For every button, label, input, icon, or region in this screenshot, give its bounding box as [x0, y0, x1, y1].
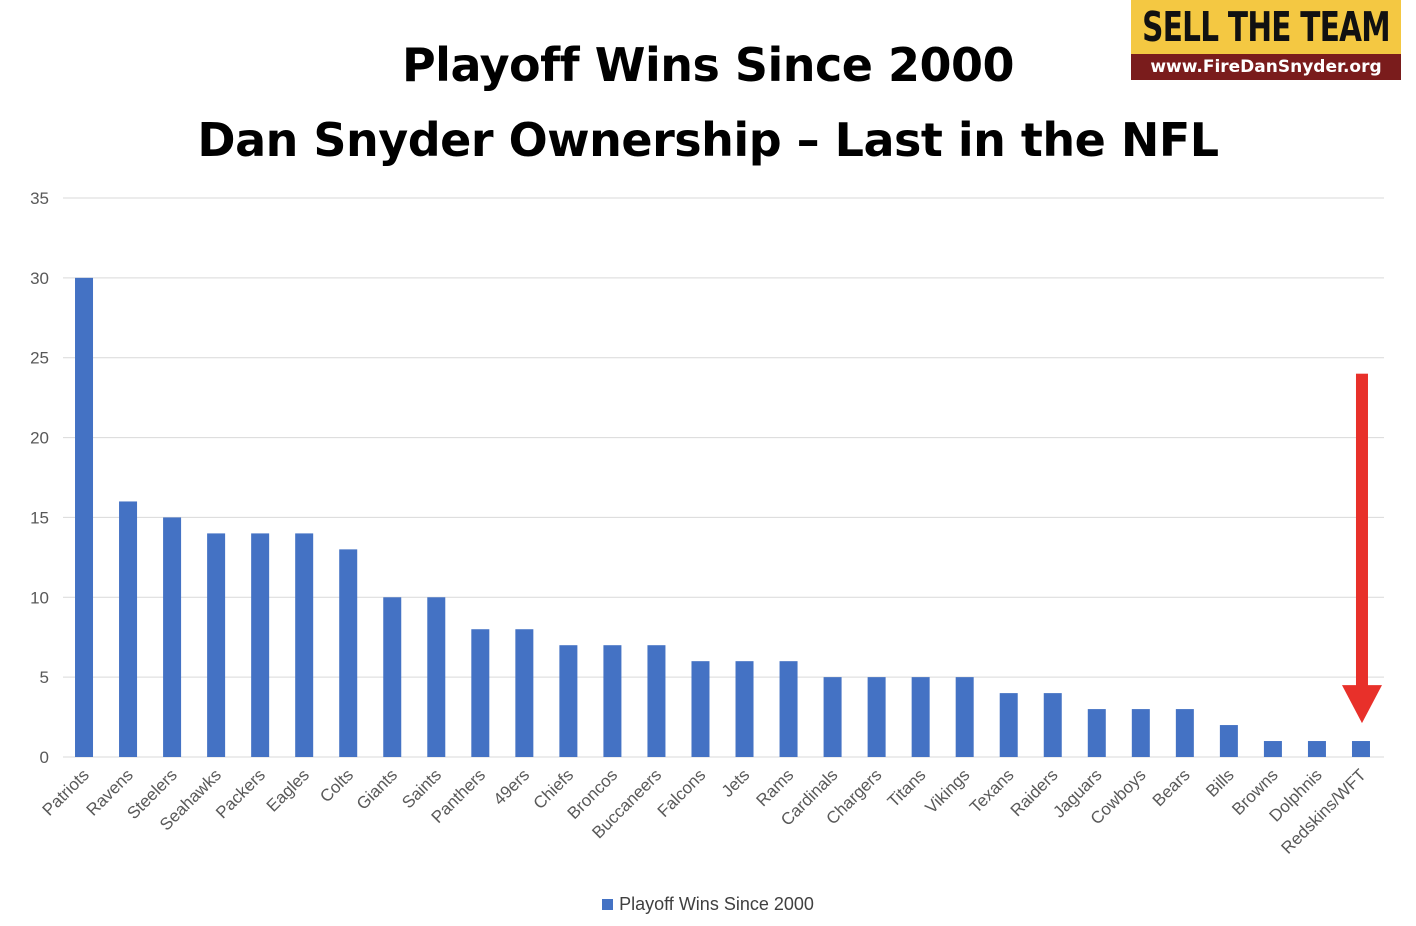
bar-chiefs: [559, 645, 578, 757]
legend-swatch: [602, 899, 614, 910]
bar-eagles: [295, 533, 314, 757]
bar-raiders: [1043, 693, 1062, 757]
legend-label: Playoff Wins Since 2000: [619, 894, 814, 914]
y-tick-label: 0: [40, 748, 49, 767]
bar-steelers: [163, 517, 182, 757]
x-category-label: Vikings: [922, 765, 974, 817]
x-category-label: Giants: [353, 765, 401, 813]
x-category-label: 49ers: [490, 765, 534, 809]
bar-bears: [1175, 709, 1194, 757]
badge-url[interactable]: www.FireDanSnyder.org: [1150, 57, 1382, 77]
x-axis-labels: PatriotsRavensSteelersSeahawksPackersEag…: [39, 765, 1370, 857]
bar-cardinals: [823, 677, 842, 757]
bar-bills: [1219, 725, 1238, 757]
bar-packers: [251, 533, 270, 757]
x-category-label: Bills: [1202, 765, 1237, 800]
x-category-label: Patriots: [39, 765, 93, 819]
bar-saints: [427, 597, 446, 757]
bar-texans: [999, 693, 1018, 757]
bar-seahawks: [207, 533, 226, 757]
arrow-shaft: [1355, 373, 1368, 687]
x-category-label: Eagles: [263, 765, 313, 815]
chart-title-line-1: Playoff Wins Since 2000: [401, 38, 1015, 92]
bar-buccaneers: [647, 645, 666, 757]
y-tick-label: 35: [30, 189, 49, 208]
y-tick-label: 20: [30, 429, 49, 448]
annotation-arrow: [1341, 373, 1382, 724]
bar-49ers: [515, 629, 534, 757]
y-tick-label: 25: [30, 349, 49, 368]
x-category-label: Bears: [1149, 765, 1194, 810]
bar-panthers: [471, 629, 490, 757]
chart-legend: Playoff Wins Since 2000: [0, 894, 1416, 915]
x-category-label: Jets: [718, 765, 753, 800]
bar-colts: [339, 549, 358, 757]
bar-vikings: [955, 677, 974, 757]
y-tick-label: 5: [40, 668, 49, 687]
badge-url-box: www.FireDanSnyder.org: [1131, 54, 1401, 80]
bar-cowboys: [1131, 709, 1150, 757]
bar-ravens: [119, 501, 138, 757]
bars: [75, 277, 1370, 757]
bar-jets: [735, 661, 754, 757]
gridlines: [63, 197, 1384, 758]
bar-titans: [911, 677, 930, 757]
bar-redskins-wft: [1351, 741, 1370, 757]
y-axis-ticks: 0 5 10 15 20 25 30 35: [30, 189, 49, 767]
sell-the-team-badge[interactable]: SELL THE TEAM www.FireDanSnyder.org: [1131, 0, 1401, 80]
x-category-label: Packers: [212, 765, 269, 822]
chart-title-line-2: Dan Snyder Ownership – Last in the NFL: [197, 113, 1219, 167]
y-tick-label: 10: [30, 588, 49, 607]
x-category-label: Colts: [316, 765, 357, 806]
y-tick-label: 30: [30, 269, 49, 288]
x-category-label: Falcons: [654, 765, 710, 821]
bar-rams: [779, 661, 798, 757]
badge-headline-box: SELL THE TEAM: [1131, 0, 1401, 54]
y-tick-label: 15: [30, 508, 49, 527]
bar-chargers: [867, 677, 886, 757]
bar-broncos: [603, 645, 622, 757]
badge-headline: SELL THE TEAM: [1142, 3, 1391, 51]
bar-giants: [383, 597, 402, 757]
arrow-head: [1341, 685, 1382, 724]
bar-browns: [1263, 741, 1282, 757]
bar-patriots: [75, 277, 94, 757]
bar-dolphnis: [1307, 741, 1326, 757]
bar-jaguars: [1087, 709, 1106, 757]
bar-falcons: [691, 661, 710, 757]
